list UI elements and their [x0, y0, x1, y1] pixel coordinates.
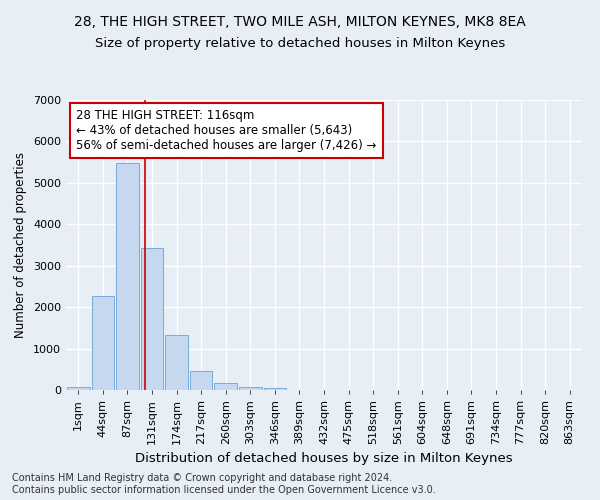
- Text: 28 THE HIGH STREET: 116sqm
← 43% of detached houses are smaller (5,643)
56% of s: 28 THE HIGH STREET: 116sqm ← 43% of deta…: [76, 108, 377, 152]
- Bar: [214, 384, 237, 390]
- Text: Contains HM Land Registry data © Crown copyright and database right 2024.
Contai: Contains HM Land Registry data © Crown c…: [12, 474, 436, 495]
- Bar: [263, 388, 286, 390]
- X-axis label: Distribution of detached houses by size in Milton Keynes: Distribution of detached houses by size …: [135, 452, 513, 466]
- Bar: [239, 386, 262, 390]
- Bar: [116, 163, 139, 390]
- Bar: [190, 371, 212, 390]
- Text: 28, THE HIGH STREET, TWO MILE ASH, MILTON KEYNES, MK8 8EA: 28, THE HIGH STREET, TWO MILE ASH, MILTO…: [74, 15, 526, 29]
- Y-axis label: Number of detached properties: Number of detached properties: [14, 152, 28, 338]
- Bar: [67, 386, 89, 390]
- Bar: [140, 248, 163, 390]
- Text: Size of property relative to detached houses in Milton Keynes: Size of property relative to detached ho…: [95, 38, 505, 51]
- Bar: [165, 335, 188, 390]
- Bar: [92, 296, 114, 390]
